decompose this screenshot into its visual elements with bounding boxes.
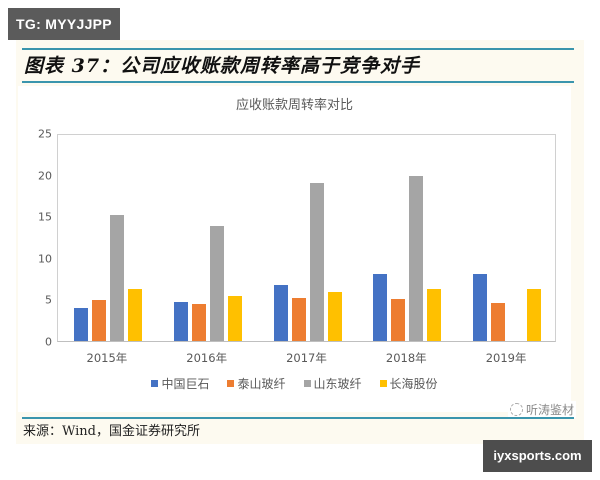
- bar-2-0: [273, 285, 288, 341]
- chart-panel: 应收账款周转率对比 0 5 10 15 20 25 2015年 2016年 2017年 2018…: [18, 86, 571, 412]
- bar-2-2: [309, 182, 324, 341]
- bar-0-1: [91, 300, 106, 341]
- legend-item: 泰山玻纤: [227, 375, 286, 392]
- x-tick-label: 2017年: [286, 351, 327, 365]
- wechat-logo-icon: [509, 403, 523, 416]
- bar-1-3: [227, 296, 242, 341]
- bar-4-1: [491, 302, 506, 341]
- x-tick-label: 2016年: [186, 351, 228, 365]
- bar-3-3: [427, 288, 442, 341]
- bar-2-1: [291, 297, 306, 341]
- bar-4-0: [473, 274, 488, 341]
- x-tick-label: 2015年: [86, 351, 128, 365]
- x-tick-label: 2019年: [485, 351, 527, 365]
- title-rule-bottom: [22, 81, 574, 83]
- legend-item: 长海股份: [379, 375, 438, 392]
- y-tick-label: 5: [45, 293, 52, 307]
- legend-swatch-icon: [227, 380, 235, 387]
- bar-0-3: [127, 288, 142, 341]
- y-tick-label: 20: [38, 169, 52, 183]
- legend-label: 泰山玻纤: [237, 377, 286, 391]
- site-badge: iyxsports.com: [483, 440, 592, 472]
- y-tick-label: 25: [38, 127, 52, 141]
- y-tick-label: 15: [38, 210, 52, 224]
- watermark: 听涛鉴材: [507, 401, 576, 418]
- legend-swatch-icon: [151, 380, 159, 387]
- bar-1-0: [173, 301, 188, 341]
- bar-3-2: [409, 176, 424, 341]
- bar-0-2: [109, 215, 124, 341]
- plot-area: [57, 134, 556, 342]
- legend-label: 山东玻纤: [313, 377, 362, 391]
- source-note: 来源：Wind，国金证券研究所: [23, 424, 200, 439]
- bar-3-0: [373, 274, 388, 341]
- chart-title: 应收账款周转率对比: [235, 98, 353, 113]
- bar-1-1: [191, 303, 206, 341]
- bar-3-1: [391, 298, 406, 341]
- tg-badge: TG: MYYJJPP: [8, 8, 120, 40]
- bar-0-0: [73, 307, 88, 341]
- bar-1-2: [209, 226, 224, 341]
- x-tick-label: 2018年: [385, 351, 427, 365]
- y-tick-label: 0: [45, 335, 52, 349]
- watermark-text: 听涛鉴材: [525, 403, 574, 417]
- legend-item: 中国巨石: [151, 375, 209, 392]
- y-tick-label: 10: [38, 252, 52, 266]
- legend-item: 山东玻纤: [303, 375, 362, 392]
- chart-legend: 中国巨石 泰山玻纤 山东玻纤 长海股份: [18, 375, 571, 392]
- legend-label: 长海股份: [389, 377, 438, 391]
- report-figure: 图表 37：公司应收账款周转率高于竞争对手 应收账款周转率对比 0 5 10 15 20…: [16, 40, 584, 444]
- source-rule: [22, 417, 574, 419]
- bar-4-3: [527, 288, 542, 341]
- title-rule-top: [22, 48, 574, 50]
- legend-swatch-icon: [303, 380, 311, 387]
- legend-swatch-icon: [379, 380, 387, 387]
- figure-title: 图表 37：公司应收账款周转率高于竞争对手: [24, 55, 421, 77]
- bar-2-3: [327, 291, 342, 341]
- legend-label: 中国巨石: [161, 377, 210, 391]
